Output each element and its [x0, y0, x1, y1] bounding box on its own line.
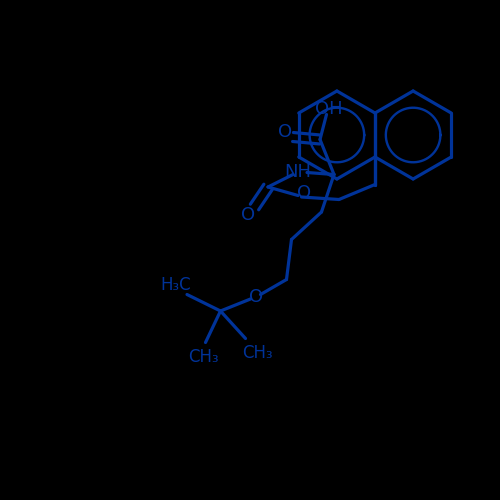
Text: O: O	[278, 123, 292, 141]
Text: O: O	[297, 184, 311, 202]
Text: OH: OH	[315, 100, 343, 117]
Text: H₃C: H₃C	[160, 276, 191, 294]
Text: CH₃: CH₃	[242, 344, 273, 361]
Text: O: O	[241, 206, 255, 224]
Text: O: O	[250, 288, 264, 306]
Text: CH₃: CH₃	[188, 348, 218, 366]
Text: NH: NH	[284, 163, 312, 181]
